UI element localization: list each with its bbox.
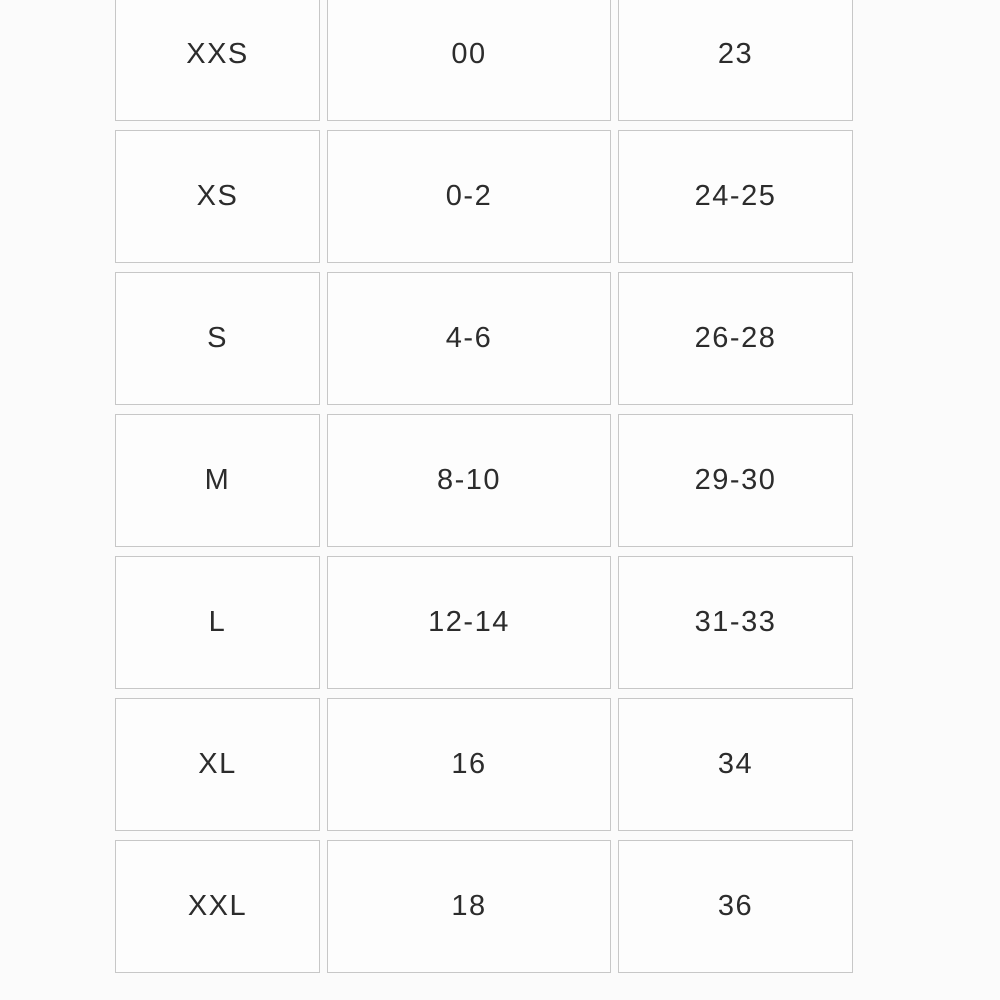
table-cell-value: 36 [618,840,853,973]
table-cell-value: 0-2 [327,130,611,263]
table-cell-size: XXL [115,840,320,973]
table-cell-size: XL [115,698,320,831]
table-cell-value: 00 [327,0,611,121]
table-cell-size: L [115,556,320,689]
table-cell-value: 4-6 [327,272,611,405]
table-cell-value: 31-33 [618,556,853,689]
table-cell-value: 23 [618,0,853,121]
size-chart-table: XXS 00 23 XS 0-2 24-25 S 4-6 26-28 M 8-1… [115,0,853,973]
table-cell-value: 12-14 [327,556,611,689]
table-cell-size: S [115,272,320,405]
table-cell-size: M [115,414,320,547]
table-cell-size: XXS [115,0,320,121]
table-cell-size: XS [115,130,320,263]
table-cell-value: 34 [618,698,853,831]
table-cell-value: 26-28 [618,272,853,405]
table-cell-value: 29-30 [618,414,853,547]
table-cell-value: 24-25 [618,130,853,263]
table-cell-value: 16 [327,698,611,831]
table-cell-value: 8-10 [327,414,611,547]
table-cell-value: 18 [327,840,611,973]
